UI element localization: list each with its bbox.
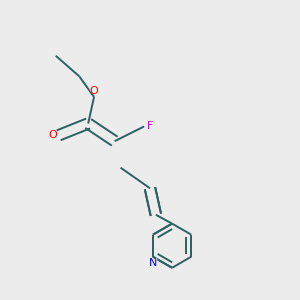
Text: F: F — [146, 122, 153, 131]
Text: N: N — [148, 257, 158, 270]
Text: O: O — [46, 129, 57, 142]
Text: F: F — [146, 120, 155, 133]
Text: O: O — [90, 85, 98, 95]
Text: N: N — [149, 258, 157, 268]
Text: O: O — [89, 82, 99, 95]
Text: O: O — [49, 130, 57, 140]
